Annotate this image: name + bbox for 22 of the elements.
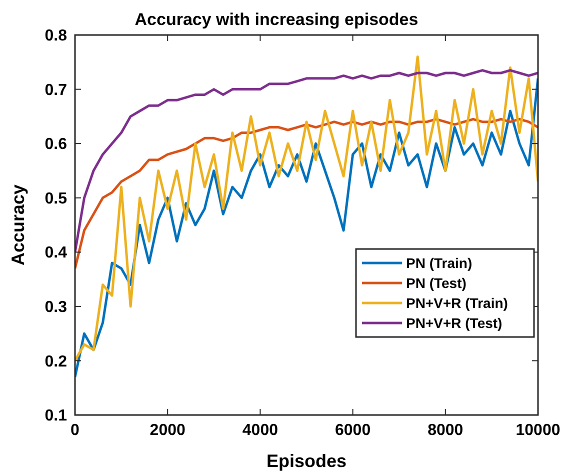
chart-title: Accuracy with increasing episodes — [134, 10, 418, 29]
line-series — [75, 69, 538, 254]
x-axis-title: Episodes — [266, 451, 347, 471]
x-tick-label: 0 — [70, 422, 80, 439]
x-tick-label: 6000 — [335, 422, 371, 439]
y-axis-title: Accuracy — [8, 184, 28, 266]
legend-label: PN+V+R (Test) — [406, 314, 502, 331]
y-tick-label: 0.6 — [44, 136, 68, 154]
y-tick-label: 0.7 — [44, 82, 68, 99]
y-tick-label: 0.1 — [44, 408, 68, 425]
y-tick-label: 0.4 — [44, 244, 68, 262]
x-tick-label: 2000 — [150, 422, 186, 439]
y-tick-label: 0.3 — [44, 299, 68, 316]
legend-label: PN (Test) — [406, 274, 466, 291]
x-tick-label: 8000 — [428, 422, 464, 439]
x-tick-label: 10000 — [516, 422, 560, 439]
legend-label: PN+V+R (Train) — [406, 294, 508, 311]
y-tick-label: 0.2 — [44, 353, 68, 370]
legend-label: PN (Train) — [406, 254, 472, 271]
x-tick-label: 4000 — [242, 422, 278, 439]
y-tick-label: 0.8 — [44, 28, 68, 45]
y-tick-label: 0.5 — [44, 190, 68, 208]
